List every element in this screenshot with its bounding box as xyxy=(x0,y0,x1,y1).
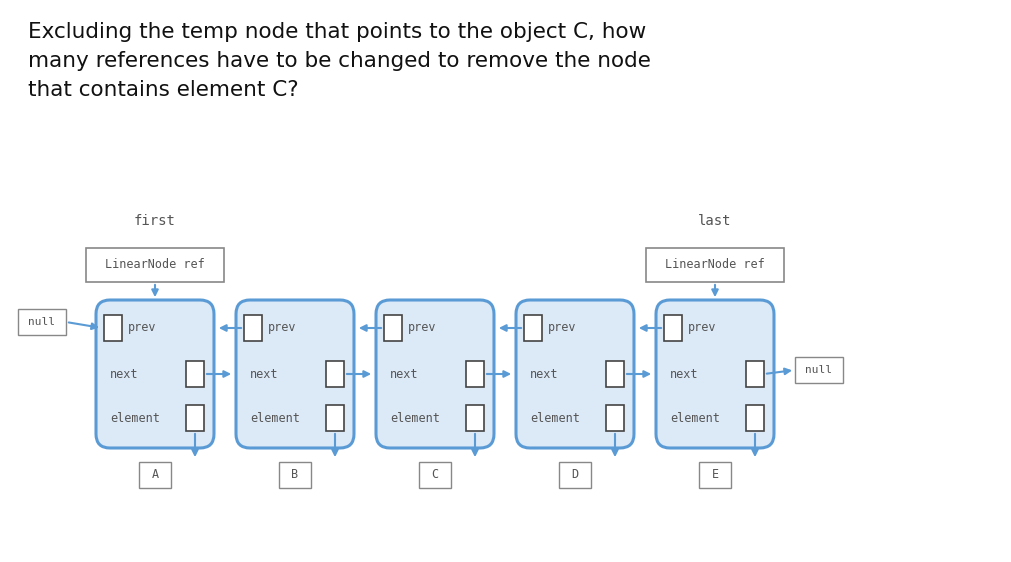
Text: LinearNode ref: LinearNode ref xyxy=(105,259,204,271)
Text: prev: prev xyxy=(548,321,576,334)
FancyBboxPatch shape xyxy=(376,300,493,448)
Text: prev: prev xyxy=(127,321,157,334)
Bar xyxy=(745,361,763,387)
Text: element: element xyxy=(530,411,579,424)
Text: next: next xyxy=(530,368,558,380)
Bar xyxy=(326,405,344,431)
FancyBboxPatch shape xyxy=(236,300,354,448)
Text: prev: prev xyxy=(687,321,716,334)
FancyBboxPatch shape xyxy=(655,300,773,448)
Bar xyxy=(465,405,483,431)
Bar xyxy=(139,462,171,488)
Bar xyxy=(524,315,542,341)
Text: D: D xyxy=(571,469,578,482)
Text: Excluding the temp node that points to the object C, how
many references have to: Excluding the temp node that points to t… xyxy=(28,22,650,99)
Bar xyxy=(558,462,590,488)
Bar xyxy=(186,405,204,431)
FancyBboxPatch shape xyxy=(96,300,213,448)
Bar xyxy=(465,361,483,387)
Bar xyxy=(326,361,344,387)
Text: element: element xyxy=(389,411,440,424)
Bar xyxy=(18,309,66,335)
Text: B: B xyxy=(291,469,298,482)
Bar xyxy=(104,315,122,341)
Text: first: first xyxy=(133,214,176,228)
Text: LinearNode ref: LinearNode ref xyxy=(664,259,764,271)
Text: last: last xyxy=(698,214,731,228)
FancyBboxPatch shape xyxy=(516,300,633,448)
Bar xyxy=(645,248,784,282)
Bar xyxy=(279,462,310,488)
Text: next: next xyxy=(389,368,419,380)
Bar xyxy=(86,248,223,282)
Bar xyxy=(606,361,624,387)
Text: null: null xyxy=(28,317,56,327)
Text: A: A xyxy=(152,469,159,482)
Bar xyxy=(699,462,730,488)
Bar xyxy=(606,405,624,431)
Bar xyxy=(663,315,681,341)
Text: E: E xyxy=(711,469,718,482)
Bar xyxy=(795,357,842,383)
Bar xyxy=(745,405,763,431)
Text: prev: prev xyxy=(407,321,436,334)
Text: element: element xyxy=(110,411,160,424)
Text: element: element xyxy=(250,411,299,424)
Text: element: element xyxy=(669,411,719,424)
Text: C: C xyxy=(431,469,438,482)
Text: next: next xyxy=(250,368,278,380)
Bar xyxy=(244,315,262,341)
Bar xyxy=(383,315,401,341)
Text: next: next xyxy=(110,368,139,380)
Text: null: null xyxy=(805,365,832,375)
Text: prev: prev xyxy=(268,321,296,334)
Bar xyxy=(186,361,204,387)
Bar xyxy=(419,462,451,488)
Text: next: next xyxy=(669,368,698,380)
